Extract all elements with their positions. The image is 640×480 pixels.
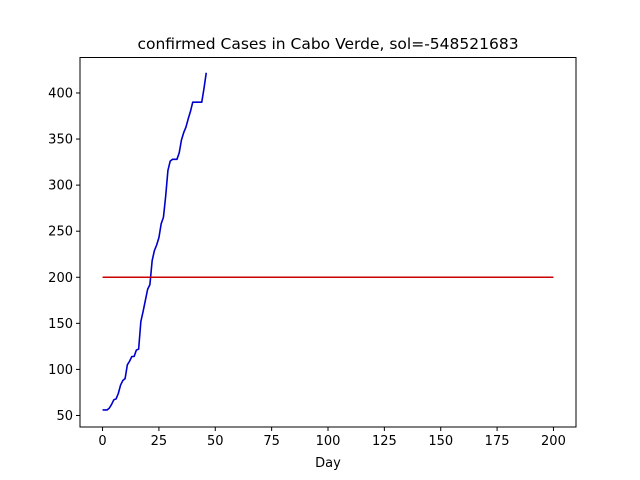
x-tick-label-2: 50 (207, 434, 224, 449)
x-tick-label-4: 100 (316, 434, 341, 449)
chart-title: confirmed Cases in Cabo Verde, sol=-5485… (137, 35, 518, 53)
x-tick-label-5: 125 (372, 434, 397, 449)
y-tick-label-7: 400 (48, 86, 73, 101)
y-tick-label-4: 250 (48, 225, 73, 240)
x-tick-label-8: 200 (541, 434, 566, 449)
y-tick-label-5: 300 (48, 179, 73, 194)
plot-frame (79, 57, 577, 428)
y-axis-ticks: 50 100 150 200 250 300 350 400 (48, 86, 80, 424)
y-tick-label-0: 50 (56, 409, 73, 424)
y-tick-label-1: 100 (48, 363, 73, 378)
y-tick-label-2: 150 (48, 317, 73, 332)
x-axis-ticks: 0 25 50 75 100 125 150 175 200 (98, 427, 566, 449)
y-tick-label-3: 200 (48, 271, 73, 286)
x-tick-label-0: 0 (98, 434, 106, 449)
x-axis-label: Day (315, 456, 341, 471)
series-line-0 (102, 72, 208, 411)
x-tick-label-3: 75 (263, 434, 280, 449)
x-tick-label-6: 150 (428, 434, 453, 449)
series-layer (102, 72, 554, 411)
x-tick-label-1: 25 (151, 434, 168, 449)
x-tick-label-7: 175 (485, 434, 510, 449)
y-tick-label-6: 350 (48, 133, 73, 148)
